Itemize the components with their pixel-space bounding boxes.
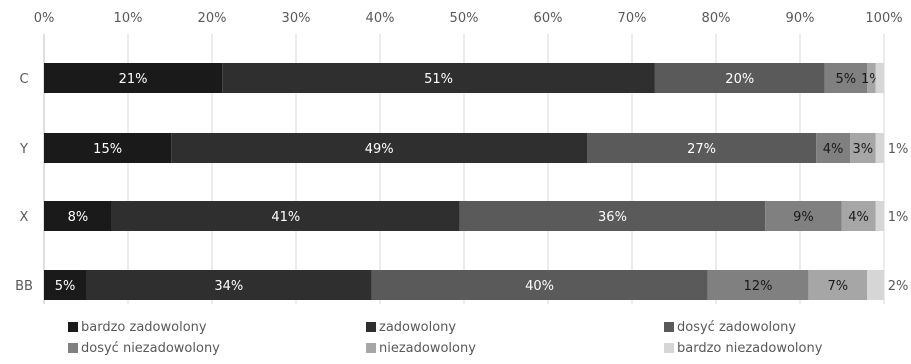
data-label: 5%	[55, 279, 76, 294]
x-tick-label: 70%	[618, 11, 647, 26]
legend-label: dosyć niezadowolony	[81, 341, 220, 356]
x-tick-label: 60%	[534, 11, 563, 26]
bar-segment	[841, 201, 876, 231]
bar-segment	[459, 201, 766, 231]
legend-swatch	[68, 343, 78, 353]
data-label: 5%	[836, 72, 857, 87]
bar-segment	[587, 133, 817, 163]
bar-segment	[111, 201, 460, 231]
legend-swatch	[68, 322, 78, 332]
bar-segment	[171, 133, 588, 163]
x-tick-label: 100%	[865, 11, 902, 26]
bar-segment	[654, 63, 825, 93]
category-label: Y	[19, 142, 28, 157]
data-label: 4%	[848, 210, 869, 225]
bar-segment	[867, 63, 876, 93]
bar-segment	[765, 201, 842, 231]
legend-label: zadowolony	[379, 320, 456, 335]
data-label: 1%	[888, 142, 909, 157]
data-label: 7%	[827, 279, 848, 294]
x-tick-label: 90%	[786, 11, 815, 26]
legend-swatch	[366, 322, 376, 332]
legend-label: bardzo niezadowolony	[677, 341, 823, 356]
data-label: 21%	[119, 72, 148, 87]
bar-segment	[371, 270, 708, 300]
legend-swatch	[366, 343, 376, 353]
data-label: 36%	[598, 210, 627, 225]
bar-segment	[808, 270, 868, 300]
bar-segment	[867, 270, 884, 300]
bar-segment	[44, 133, 172, 163]
category-label: C	[19, 72, 28, 87]
data-label: 9%	[793, 210, 814, 225]
x-tick-label: 40%	[366, 11, 395, 26]
bar-segment	[875, 63, 884, 93]
data-label: 34%	[214, 279, 243, 294]
data-label: 3%	[852, 142, 873, 157]
legend-label: dosyć zadowolony	[677, 320, 796, 335]
category-label: X	[20, 210, 29, 225]
data-label: 15%	[93, 142, 122, 157]
bar-segment	[824, 63, 868, 93]
data-label: 27%	[687, 142, 716, 157]
bar-segment	[707, 270, 809, 300]
x-tick-label: 30%	[282, 11, 311, 26]
data-label: 8%	[68, 210, 89, 225]
bar-segment	[44, 63, 223, 93]
bar-segment	[875, 201, 884, 231]
data-label: 2%	[888, 279, 909, 294]
legend-swatch	[664, 322, 674, 332]
data-label: 4%	[823, 142, 844, 157]
bar-segment	[222, 63, 655, 93]
data-label: 49%	[365, 142, 394, 157]
bar-segment	[875, 133, 884, 163]
legend-label: bardzo zadowolony	[81, 320, 207, 335]
data-label: 12%	[744, 279, 773, 294]
category-label: BB	[15, 279, 33, 294]
data-label: 51%	[424, 72, 453, 87]
bar-segment	[86, 270, 372, 300]
data-label: 41%	[271, 210, 300, 225]
bar-segment	[850, 133, 876, 163]
x-tick-label: 20%	[198, 11, 227, 26]
bar-segment	[44, 201, 112, 231]
x-tick-label: 0%	[34, 11, 55, 26]
legend-label: niezadowolony	[379, 341, 476, 356]
x-tick-label: 10%	[114, 11, 143, 26]
x-tick-label: 50%	[450, 11, 479, 26]
x-tick-label: 80%	[702, 11, 731, 26]
bar-segment	[44, 270, 86, 300]
data-label: 1%	[888, 210, 909, 225]
data-label: 20%	[725, 72, 754, 87]
legend-swatch	[664, 343, 674, 353]
data-label: 40%	[525, 279, 554, 294]
bar-segment	[816, 133, 851, 163]
